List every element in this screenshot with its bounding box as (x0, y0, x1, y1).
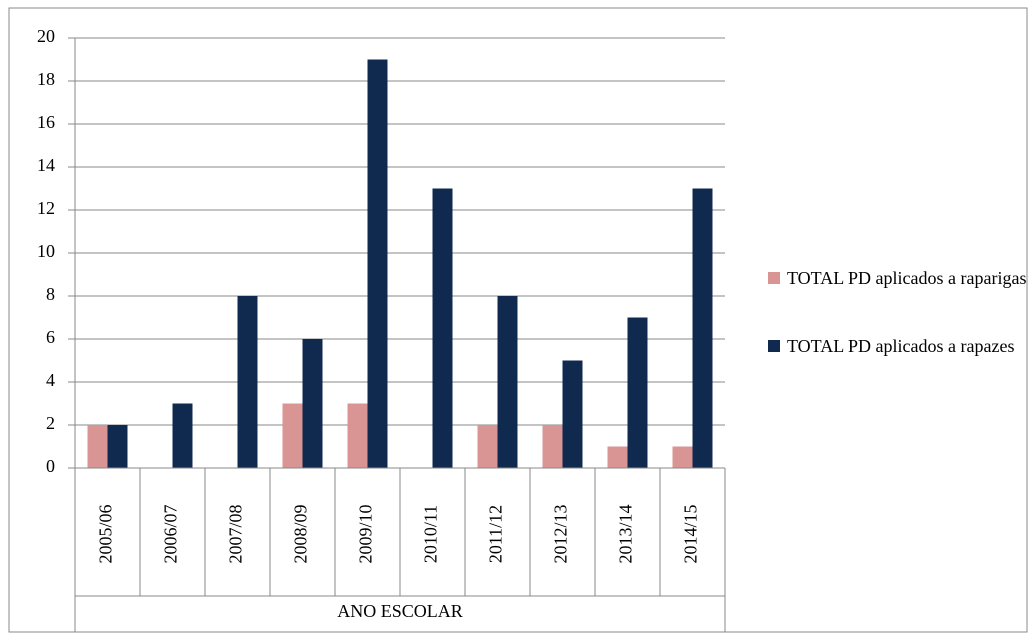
x-tick-label: 2010/11 (421, 505, 441, 563)
x-tick-label: 2009/10 (356, 504, 376, 563)
x-tick-label: 2011/12 (486, 505, 506, 563)
bar (692, 188, 713, 468)
y-tick-label: 10 (37, 241, 55, 261)
bar (607, 446, 628, 468)
legend-swatch (768, 272, 780, 284)
bar (562, 360, 583, 468)
y-tick-label: 0 (46, 456, 55, 476)
bar (107, 425, 128, 468)
x-tick-label: 2013/14 (616, 504, 636, 563)
legend-entry: TOTAL PD aplicados a rapazes (768, 334, 1036, 358)
legend-entry: TOTAL PD aplicados a raparigas (768, 266, 1036, 290)
bar (367, 59, 388, 468)
bar (172, 403, 193, 468)
x-tick-label: 2006/07 (161, 504, 181, 563)
bar (477, 425, 498, 468)
bar (237, 296, 258, 468)
y-tick-label: 4 (46, 370, 55, 390)
y-tick-label: 8 (46, 284, 55, 304)
bar (432, 188, 453, 468)
bar (87, 425, 108, 468)
bar (282, 403, 303, 468)
x-tick-label: 2008/09 (291, 504, 311, 563)
bar (497, 296, 518, 468)
y-tick-label: 20 (37, 26, 55, 46)
x-tick-label: 2014/15 (681, 504, 701, 563)
legend-label: TOTAL PD aplicados a raparigas (787, 268, 1027, 288)
bar (672, 446, 693, 468)
x-tick-label: 2012/13 (551, 504, 571, 563)
y-tick-label: 12 (37, 198, 55, 218)
x-tick-label: 2007/08 (226, 504, 246, 563)
x-tick-label: 2005/06 (96, 504, 116, 563)
bar (347, 403, 368, 468)
legend-swatch (768, 340, 780, 352)
y-tick-label: 18 (37, 69, 55, 89)
y-tick-label: 16 (37, 112, 55, 132)
bar (627, 317, 648, 468)
legend-label: TOTAL PD aplicados a rapazes (787, 336, 1015, 356)
bar (542, 425, 563, 468)
y-tick-label: 6 (46, 327, 55, 347)
y-tick-label: 14 (37, 155, 55, 175)
x-axis-title: ANO ESCOLAR (337, 601, 463, 621)
chart-border (8, 7, 1028, 633)
y-tick-label: 2 (46, 413, 55, 433)
bar (302, 339, 323, 468)
